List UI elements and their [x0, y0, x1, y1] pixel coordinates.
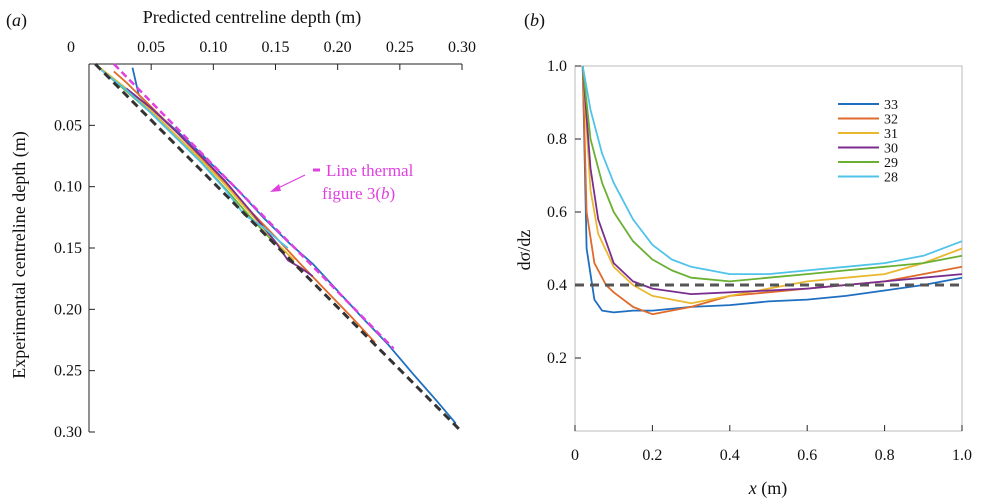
- legend-label-33: 33: [884, 98, 898, 113]
- panel-b-x-axis-title: x (m): [748, 478, 788, 499]
- panel-b-x-tick-label: 0.2: [642, 447, 662, 464]
- panel-b-x-tick-label: 0.6: [797, 447, 817, 464]
- legend-label-30: 30: [884, 142, 898, 157]
- panel-a-y-tick-label: 0.30: [54, 424, 82, 441]
- panel-a-y-axis-title: Experimental centreline depth (m): [9, 131, 30, 378]
- panel-a-y-tick-label: 0.05: [54, 117, 82, 134]
- panel-a-x-tick-label: 0.10: [199, 39, 227, 56]
- panel-b-y-tick-label: 1.0: [547, 58, 567, 75]
- panel-b-x-tick-label: 1.0: [952, 447, 972, 464]
- legend-label-32: 32: [884, 113, 898, 128]
- panel-a-series-line-2: [100, 68, 295, 261]
- panel-a-x-tick-label: 0: [67, 39, 75, 56]
- panel-a-x-ticks: 0 0.05 0.10 0.15 0.20 0.25 0.30: [67, 39, 476, 70]
- panel-b-y-ticks: 0.2 0.4 0.6 0.8 1.0: [547, 58, 581, 367]
- panel-a-annotation: Line thermal figure 3(b): [270, 161, 414, 203]
- panel-b-plot-frame: [574, 65, 963, 432]
- legend-label-28: 28: [884, 171, 898, 186]
- panel-b-x-tick-label: 0.4: [720, 447, 740, 464]
- panel-b-x-tick-label: 0: [571, 447, 579, 464]
- panel-a-y-ticks: 0.05 0.10 0.15 0.20 0.25 0.30: [54, 117, 95, 441]
- panel-a-series-line-0: [131, 67, 457, 424]
- panel-a-x-tick-label: 0.20: [324, 39, 352, 56]
- annotation-text-line2: figure 3(b): [322, 184, 395, 203]
- panel-b-y-tick-label: 0.6: [547, 204, 567, 221]
- panel-a-label: (a): [6, 10, 27, 31]
- panel-a-y-tick-label: 0.25: [54, 363, 82, 380]
- annotation-arrow-head: [270, 184, 281, 192]
- panel-b-series: [575, 65, 963, 316]
- panel-a-reference-line: [94, 62, 464, 434]
- panel-a-x-tick-label: 0.25: [386, 39, 414, 56]
- panel-a-y-tick-label: 0.10: [54, 179, 82, 196]
- panel-a: (a) Predicted centreline depth (m) Exper…: [6, 7, 476, 441]
- panel-b-series-line-29: [581, 65, 963, 283]
- panel-b-series-line-33: [581, 65, 963, 314]
- panel-a-x-tick-label: 0.30: [448, 39, 476, 56]
- panel-b-y-tick-label: 0.2: [547, 350, 567, 367]
- panel-a-x-tick-label: 0.15: [262, 39, 290, 56]
- panel-b-label: (b): [524, 10, 545, 31]
- panel-a-series-line-5: [100, 69, 289, 249]
- panel-b-series-line-31: [581, 65, 963, 305]
- panel-a-x-tick-label: 0.05: [137, 39, 165, 56]
- panel-a-y-tick-label: 0.15: [54, 240, 82, 257]
- panel-a-line-thermal: [112, 63, 395, 350]
- panel-a-x-axis-title: Predicted centreline depth (m): [143, 7, 361, 28]
- panel-b-y-tick-label: 0.4: [547, 277, 567, 294]
- annotation-text-line1: Line thermal: [326, 161, 414, 180]
- panel-b-x-tick-label: 0.8: [875, 447, 895, 464]
- panel-a-series: [94, 62, 464, 434]
- panel-b-y-axis-title: dσ/dz: [514, 230, 534, 271]
- panel-b-series-line-28: [581, 65, 963, 276]
- panel-b-x-ticks: 0 0.2 0.4 0.6 0.8 1.0: [571, 425, 972, 464]
- legend-label-29: 29: [884, 156, 898, 171]
- panel-b: (b) 0 0.2 0.4 0.6 0.8 1.0 0.2 0.4 0.6 0.8 1.0 x (…: [514, 10, 972, 499]
- panel-b-y-tick-label: 0.8: [547, 131, 567, 148]
- panel-b-series-line-30: [581, 65, 963, 296]
- panel-a-y-tick-label: 0.20: [54, 301, 82, 318]
- legend-label-31: 31: [884, 127, 898, 142]
- panel-a-series-line-3: [125, 87, 314, 277]
